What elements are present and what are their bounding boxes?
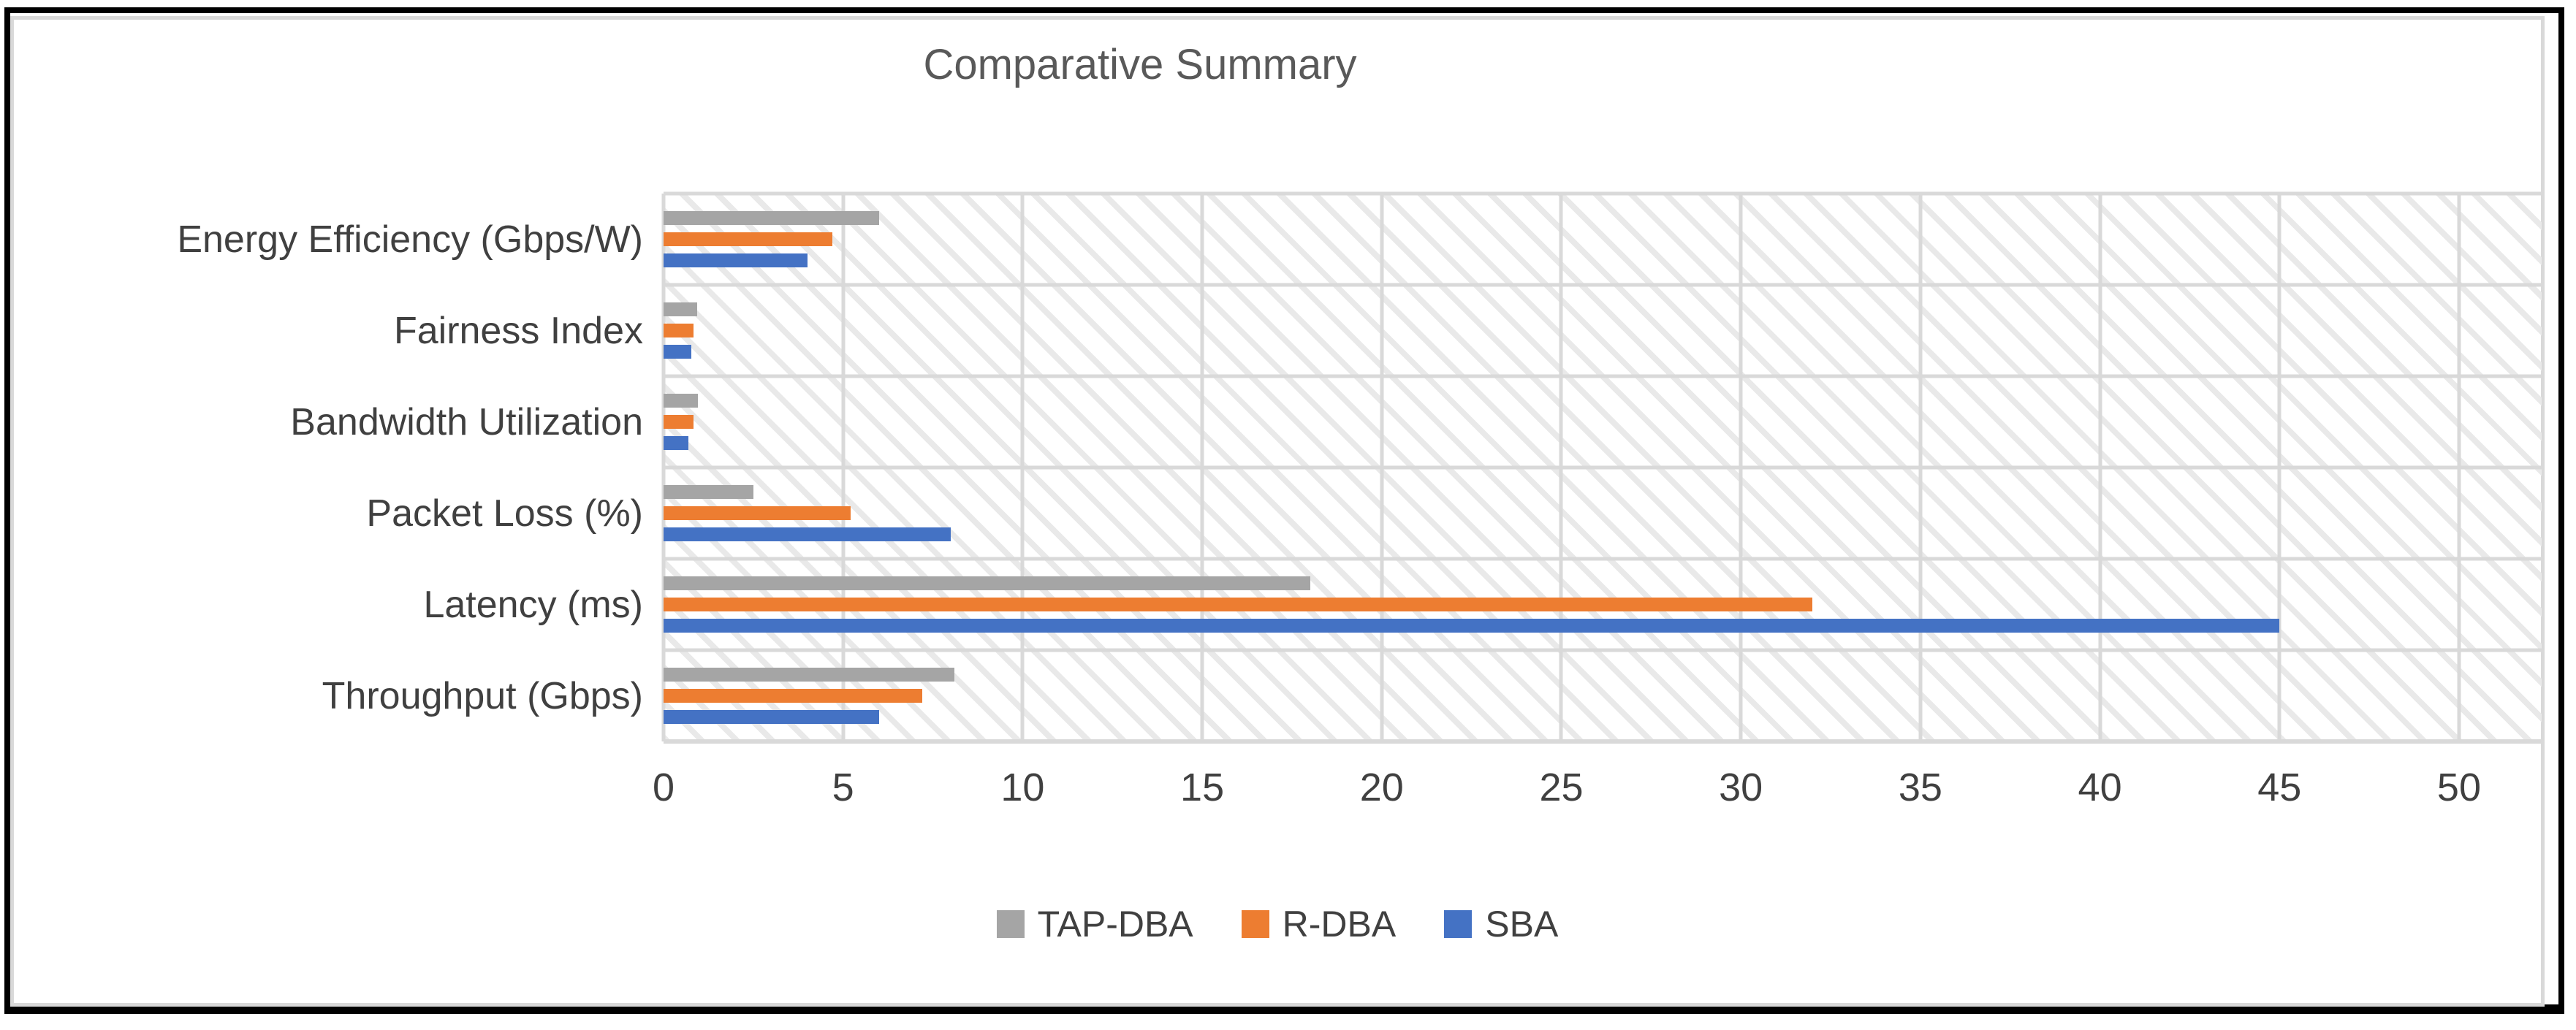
category-label: Bandwidth Utilization [290, 400, 643, 443]
bar-sba [664, 710, 879, 724]
bar-sba [664, 527, 951, 541]
category-label: Latency (ms) [423, 583, 643, 626]
bar-tap-dba [664, 668, 955, 682]
x-tick-label: 25 [1539, 766, 1584, 809]
bar-r-dba [664, 689, 922, 703]
bar-tap-dba [664, 576, 1310, 590]
bar-r-dba [664, 506, 851, 520]
x-tick-label: 45 [2257, 766, 2302, 809]
x-tick-label: 15 [1180, 766, 1225, 809]
bar-tap-dba [664, 394, 698, 408]
x-tick-label: 40 [2078, 766, 2122, 809]
bar-r-dba [664, 598, 1813, 611]
category-band [664, 285, 2542, 376]
y-axis-category-labels: Energy Efficiency (Gbps/W) Fairness Index… [14, 194, 643, 741]
category-band [664, 559, 2542, 650]
chart-title: Comparative Summary [923, 41, 1357, 88]
legend-label: TAP-DBA [1037, 904, 1193, 945]
legend-label: SBA [1485, 904, 1559, 945]
x-tick-label: 20 [1359, 766, 1404, 809]
horizontal-gridline [664, 557, 2542, 561]
category-label: Packet Loss (%) [366, 492, 643, 535]
category-band [664, 194, 2542, 285]
category-band [664, 468, 2542, 559]
bar-tap-dba [664, 485, 753, 499]
category-band [664, 376, 2542, 468]
x-tick-label: 5 [832, 766, 854, 809]
chart-area: Comparative Summary Energy Efficiency (G… [10, 16, 2545, 1007]
bar-r-dba [664, 232, 832, 246]
category-band [664, 650, 2542, 741]
legend-item-sba: SBA [1444, 903, 1558, 945]
legend-swatch [1444, 910, 1473, 938]
horizontal-gridline [664, 648, 2542, 652]
legend-swatch [1241, 910, 1269, 938]
horizontal-gridline [664, 283, 2542, 287]
x-axis-line [664, 739, 2542, 744]
x-tick-label: 30 [1719, 766, 1763, 809]
legend-swatch [996, 910, 1025, 938]
category-label: Throughput (Gbps) [322, 674, 643, 717]
horizontal-gridline [664, 191, 2542, 196]
bar-sba [664, 436, 689, 450]
bar-sba [664, 619, 2280, 633]
bar-r-dba [664, 324, 694, 337]
x-axis-tick-labels: 0 5 10 15 20 25 30 35 40 45 50 [653, 765, 2542, 816]
plot-area [661, 191, 2542, 744]
horizontal-gridline [664, 374, 2542, 378]
legend-item-tap-dba: TAP-DBA [996, 903, 1193, 945]
x-tick-label: 10 [1000, 766, 1045, 809]
category-label: Energy Efficiency (Gbps/W) [177, 218, 643, 261]
legend-label: R-DBA [1282, 904, 1397, 945]
x-tick-label: 35 [1898, 766, 1942, 809]
bar-sba [664, 345, 692, 359]
bar-tap-dba [664, 211, 879, 225]
legend-item-r-dba: R-DBA [1241, 903, 1397, 945]
bar-sba [664, 253, 808, 267]
category-label: Fairness Index [393, 309, 643, 352]
bar-r-dba [664, 415, 694, 429]
x-tick-label: 0 [652, 766, 675, 809]
x-tick-label: 50 [2436, 766, 2482, 809]
legend: TAP-DBA R-DBA SBA [14, 895, 2541, 953]
horizontal-gridline [664, 465, 2542, 470]
bar-tap-dba [664, 302, 697, 316]
